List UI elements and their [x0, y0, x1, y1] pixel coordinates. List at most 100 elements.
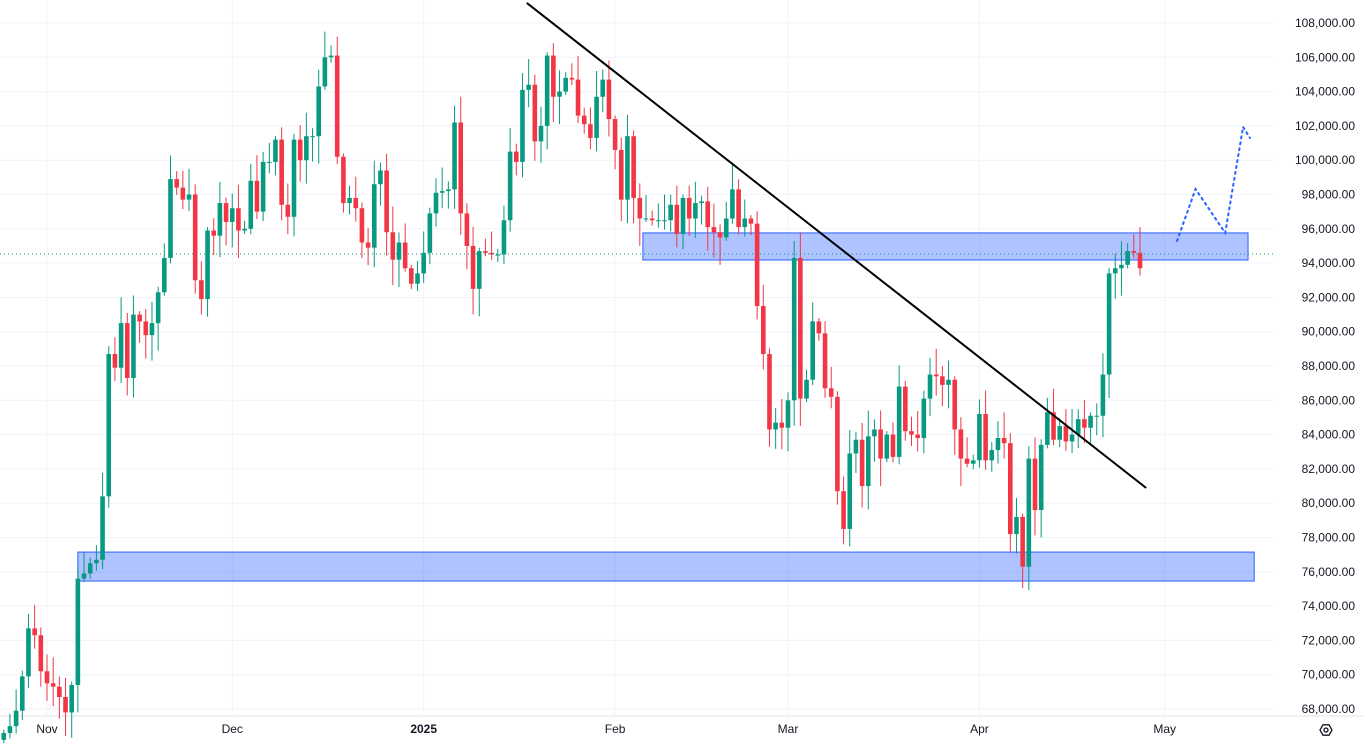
- candle-body: [946, 379, 951, 385]
- candle-body: [63, 696, 68, 713]
- resistance-zone: [642, 232, 1249, 261]
- candle-body: [1057, 426, 1062, 440]
- candle-body: [1075, 419, 1081, 435]
- projection-path: [1176, 124, 1251, 242]
- candle-down: [489, 231, 494, 260]
- candle-body: [890, 434, 896, 457]
- candle-up: [378, 162, 383, 206]
- grid: [0, 0, 1363, 717]
- candle-down: [334, 36, 340, 165]
- candle-down: [514, 143, 519, 176]
- y-tick-label: 82,000.00: [1302, 462, 1356, 476]
- candle-body: [279, 139, 284, 205]
- candle-body: [112, 353, 118, 368]
- candle-down: [767, 348, 772, 447]
- candle-up: [1045, 397, 1050, 449]
- candle-body: [940, 376, 945, 385]
- candle-body: [847, 453, 853, 529]
- candle-up: [1014, 497, 1019, 554]
- candle-up: [267, 142, 272, 174]
- candle-body: [742, 218, 748, 228]
- y-tick-label: 84,000.00: [1302, 428, 1356, 442]
- candle-up: [1075, 409, 1081, 449]
- candle-body: [631, 136, 636, 198]
- y-tick-label: 80,000.00: [1302, 496, 1356, 510]
- candle-body: [686, 197, 692, 219]
- candle-up: [452, 105, 457, 209]
- candle-down: [1051, 388, 1056, 446]
- candle-body: [433, 192, 439, 214]
- candle-body: [316, 86, 321, 137]
- candles: [1, 31, 1143, 744]
- candle-body: [674, 204, 680, 234]
- candle-body: [705, 201, 711, 228]
- candle-body: [730, 189, 735, 219]
- candle-body: [20, 676, 25, 711]
- candle-down: [903, 380, 908, 441]
- candle-body: [489, 252, 494, 255]
- candle-body: [1001, 438, 1007, 444]
- candle-down: [297, 125, 303, 182]
- candle-body: [791, 257, 797, 401]
- candle-body: [872, 429, 877, 437]
- candle-down: [964, 437, 970, 468]
- gear-icon[interactable]: [1319, 724, 1333, 736]
- candle-body: [816, 321, 822, 334]
- candle-up: [421, 231, 426, 283]
- candle-up: [446, 181, 451, 209]
- candle-down: [569, 63, 575, 86]
- candle-body: [1020, 516, 1025, 567]
- candle-body: [649, 218, 655, 221]
- candle-up: [13, 689, 19, 734]
- candle-up: [162, 243, 167, 296]
- candle-body: [38, 635, 44, 672]
- price-axis[interactable]: 108,000.00 106,000.00 104,000.00 102,000.00…: [1295, 16, 1355, 716]
- time-axis[interactable]: Nov Dec 2025 Feb Mar Apr May: [36, 722, 1176, 736]
- candle-down: [841, 476, 846, 545]
- candle-down: [581, 107, 587, 134]
- candle-body: [371, 184, 377, 248]
- y-tick-label: 98,000.00: [1302, 188, 1356, 202]
- candle-body: [1131, 251, 1137, 253]
- candle-body: [909, 431, 914, 435]
- candle-body: [168, 179, 173, 258]
- x-tick-label: Nov: [36, 722, 57, 736]
- candle-body: [341, 156, 346, 204]
- candle-body: [396, 242, 402, 260]
- candle-body: [588, 124, 593, 138]
- candle-body: [551, 55, 556, 97]
- candle-body: [291, 139, 297, 217]
- candle-body: [507, 151, 513, 221]
- candle-body: [452, 122, 457, 190]
- candle-up: [100, 472, 105, 570]
- candle-up: [1112, 253, 1118, 299]
- candle-up: [371, 160, 377, 268]
- candle-down: [606, 60, 612, 137]
- candle-body: [94, 559, 99, 564]
- candle-body: [384, 170, 389, 233]
- candle-up: [507, 128, 513, 232]
- candle-up: [699, 195, 704, 225]
- candle-up: [433, 178, 439, 227]
- candle-down: [940, 366, 945, 407]
- candle-body: [242, 228, 247, 231]
- candle-body: [100, 496, 105, 560]
- candle-body: [427, 213, 433, 253]
- candle-up: [322, 31, 328, 90]
- candle-body: [532, 84, 538, 142]
- candle-up: [7, 713, 13, 739]
- candle-down: [909, 416, 914, 447]
- candle-down: [798, 232, 803, 427]
- candle-body: [458, 122, 464, 214]
- candle-down: [1137, 227, 1143, 276]
- candle-up: [106, 346, 112, 508]
- candle-body: [267, 161, 272, 163]
- candle-body: [118, 323, 124, 368]
- candle-down: [63, 677, 68, 736]
- candle-body: [137, 314, 142, 322]
- candle-body: [439, 191, 445, 193]
- y-tick-label: 72,000.00: [1302, 633, 1356, 647]
- candle-down: [50, 657, 56, 707]
- candle-up: [1094, 403, 1100, 436]
